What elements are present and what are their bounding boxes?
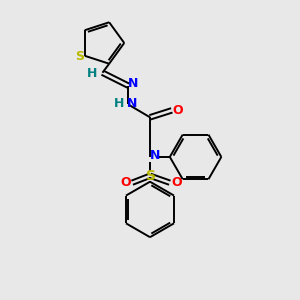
Text: H: H — [87, 67, 98, 80]
Text: H: H — [114, 97, 124, 110]
Text: O: O — [120, 176, 130, 189]
Text: S: S — [146, 169, 156, 183]
Text: O: O — [171, 176, 182, 189]
Text: O: O — [172, 104, 183, 117]
Text: N: N — [127, 97, 137, 110]
Text: N: N — [128, 77, 138, 90]
Text: S: S — [75, 50, 84, 63]
Text: N: N — [150, 149, 160, 162]
